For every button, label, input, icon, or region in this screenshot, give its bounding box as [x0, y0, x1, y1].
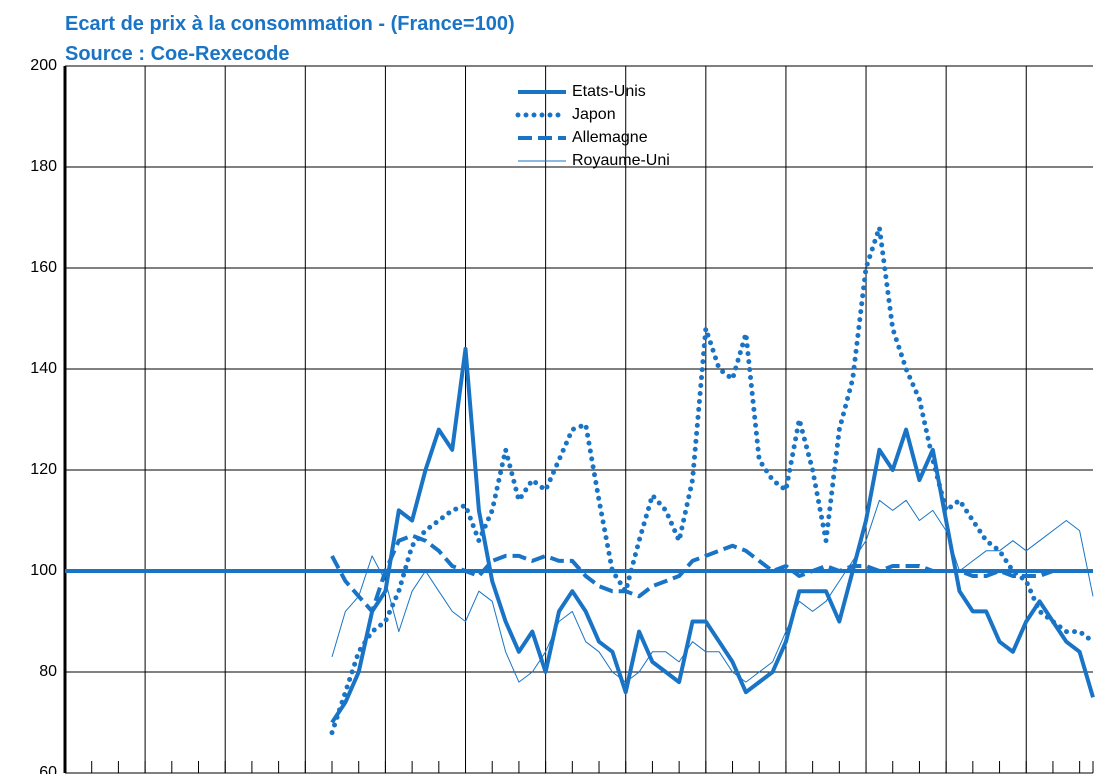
series-line: [329, 225, 1096, 736]
series-line: [330, 533, 1093, 614]
chart-subtitle: Source : Coe-Rexecode: [65, 43, 290, 65]
y-tick-label: 80: [39, 663, 57, 680]
y-tick-label: 180: [30, 158, 57, 175]
legend-label: Japon: [572, 106, 616, 123]
legend-label: Royaume-Uni: [572, 152, 670, 169]
legend-label: Etats-Unis: [572, 83, 646, 100]
y-tick-label: 60: [39, 764, 57, 774]
series-line: [330, 346, 1095, 724]
y-tick-label: 140: [30, 360, 57, 377]
y-tick-label: 100: [30, 562, 57, 579]
y-tick-label: 160: [30, 259, 57, 276]
y-tick-label: 200: [30, 57, 57, 74]
series-line: [331, 499, 1094, 683]
legend-label: Allemagne: [572, 129, 648, 146]
y-tick-label: 120: [30, 461, 57, 478]
chart-title: Ecart de prix à la consommation - (Franc…: [65, 13, 515, 35]
